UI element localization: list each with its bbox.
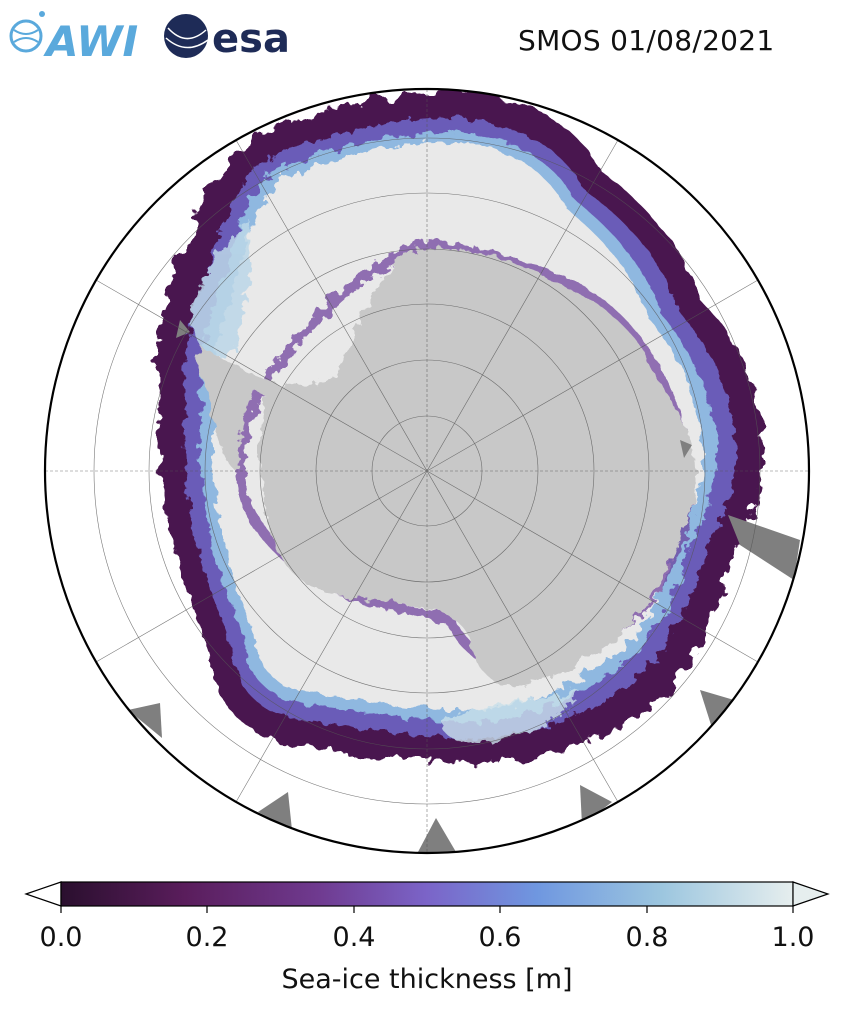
colorbar-extend-high bbox=[792, 881, 830, 907]
colorbar-tick-label: 0.6 bbox=[478, 922, 522, 953]
no-data-patch bbox=[258, 792, 292, 830]
thick-ice-ross bbox=[440, 690, 580, 742]
polar-map bbox=[43, 87, 811, 855]
no-data-patch bbox=[128, 703, 162, 738]
no-data-patch bbox=[700, 690, 734, 728]
awi-logo-text: AWI bbox=[43, 17, 138, 64]
meridian bbox=[95, 279, 759, 663]
antarctica-landmass bbox=[205, 247, 696, 686]
esa-logo-text: esa bbox=[212, 16, 290, 62]
colorbar-label: Sea-ice thickness [m] bbox=[281, 964, 573, 995]
colorbar-tick-label: 0.4 bbox=[332, 922, 376, 953]
map-boundary bbox=[43, 87, 811, 855]
awi-logo: AWI bbox=[9, 11, 138, 64]
no-data-patch bbox=[728, 515, 800, 580]
colorbar-tick-label: 0.8 bbox=[625, 922, 669, 953]
colorbar-gradient bbox=[60, 881, 794, 907]
antarctic-peninsula bbox=[196, 345, 255, 470]
colorbar-tick-label: 1.0 bbox=[771, 922, 815, 953]
colorbar-tick-marks bbox=[60, 906, 794, 913]
graticule bbox=[45, 89, 809, 853]
no-data-patch bbox=[418, 818, 456, 852]
esa-logo: esa bbox=[164, 14, 290, 62]
colorbar-tick-label: 0.2 bbox=[185, 922, 229, 953]
colorbar bbox=[24, 881, 830, 913]
thick-ice-weddell bbox=[190, 220, 252, 358]
logo-area: AWI esa bbox=[9, 11, 290, 64]
no-data-patch bbox=[680, 440, 692, 458]
colorbar-extend-low bbox=[24, 881, 62, 907]
no-data-patch bbox=[176, 320, 190, 338]
map-title: SMOS 01/08/2021 bbox=[518, 24, 775, 57]
colorbar-tick-label: 0.0 bbox=[39, 922, 83, 953]
no-data-patch bbox=[580, 785, 612, 825]
